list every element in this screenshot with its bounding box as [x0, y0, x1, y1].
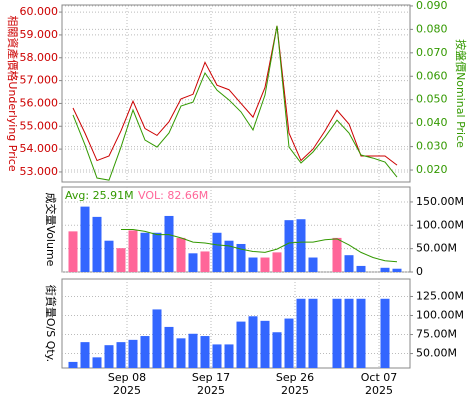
x-tick-label: Sep 08 — [108, 371, 146, 384]
y2-tick-label: 150.00M — [416, 195, 464, 208]
bar — [212, 344, 222, 368]
y2-tick-label: 0.030 — [416, 140, 448, 153]
bar — [212, 232, 222, 272]
bar — [356, 298, 366, 368]
y-tick-label: 57.000 — [20, 74, 59, 87]
bar — [236, 243, 246, 272]
annotation: Avg: 25.91M — [65, 189, 134, 202]
bar — [296, 219, 306, 272]
y-tick-label: 59.000 — [20, 28, 59, 41]
bar — [116, 342, 126, 368]
bar — [188, 333, 198, 368]
x-tick-year: 2025 — [281, 384, 309, 397]
bar — [344, 298, 354, 368]
bar — [176, 237, 186, 272]
y2-tick-label: 75.00M — [416, 328, 457, 341]
bar — [164, 326, 174, 368]
bar — [68, 231, 78, 272]
bar — [152, 309, 162, 368]
bar — [68, 361, 78, 368]
bar — [356, 265, 366, 272]
bar — [128, 230, 138, 272]
bar — [104, 240, 114, 272]
y2-tick-label: 0.040 — [416, 116, 448, 129]
bar — [80, 206, 90, 272]
bar — [104, 345, 114, 368]
bar — [260, 257, 270, 272]
bar — [188, 253, 198, 272]
price-line — [72, 25, 398, 181]
y2-axis-title: 按盤價Nominal Price — [454, 39, 468, 148]
panel-frame — [61, 278, 411, 369]
bar — [248, 316, 258, 368]
panel-frame — [61, 4, 411, 183]
x-tick-label: Sep 17 — [192, 371, 230, 384]
bar — [272, 332, 282, 368]
y2-tick-label: 0 — [416, 265, 423, 278]
bar — [296, 298, 306, 368]
y2-tick-label: 0.070 — [416, 46, 448, 59]
bar — [200, 336, 210, 368]
bar — [140, 336, 150, 368]
y-tick-label: 54.000 — [20, 142, 59, 155]
bar — [224, 240, 234, 272]
y-tick-label: 60.000 — [20, 5, 59, 18]
bar — [380, 298, 390, 368]
y-tick-label: 53.000 — [20, 165, 59, 178]
bar — [200, 251, 210, 272]
bar — [140, 232, 150, 272]
bar — [260, 320, 270, 368]
bar — [332, 237, 342, 272]
bar — [116, 248, 126, 272]
bar — [80, 342, 90, 368]
bar — [128, 339, 138, 368]
y-tick-label: 56.000 — [20, 96, 59, 109]
x-tick-year: 2025 — [113, 384, 141, 397]
x-tick-year: 2025 — [197, 384, 225, 397]
y2-tick-label: 100.00M — [416, 218, 464, 231]
y-axis-title: 成交量Volume — [44, 193, 58, 267]
annotation: VOL: 82.66M — [138, 189, 208, 202]
average-line — [121, 229, 398, 263]
bar — [380, 267, 390, 272]
bar — [284, 220, 294, 272]
y-axis-title: 街貨量O/S Qty. — [44, 285, 58, 362]
bar — [272, 252, 282, 272]
bar — [308, 257, 318, 272]
x-tick-year: 2025 — [365, 384, 393, 397]
bar — [236, 321, 246, 368]
y2-tick-label: 0.080 — [416, 22, 448, 35]
bar — [92, 216, 102, 272]
x-tick-label: Oct 07 — [361, 371, 398, 384]
y2-tick-label: 0.050 — [416, 93, 448, 106]
y2-tick-label: 100.00M — [416, 309, 464, 322]
bar — [332, 298, 342, 368]
bar — [344, 255, 354, 272]
bar — [152, 232, 162, 272]
y2-tick-label: 0.020 — [416, 163, 448, 176]
y2-tick-label: 0.060 — [416, 69, 448, 82]
bar — [392, 268, 402, 272]
y2-tick-label: 50.00M — [416, 347, 457, 360]
y-tick-label: 55.000 — [20, 119, 59, 132]
bar — [284, 318, 294, 368]
bar — [308, 298, 318, 368]
y2-tick-label: 125.00M — [416, 289, 464, 302]
bar — [176, 338, 186, 368]
price-line — [72, 25, 398, 166]
bar — [164, 215, 174, 272]
y2-tick-label: 0.090 — [416, 0, 448, 12]
y2-tick-label: 50.00M — [416, 242, 457, 255]
bar — [248, 257, 258, 272]
bar — [224, 344, 234, 368]
bar — [92, 357, 102, 368]
y-axis-title: 相關資產價格Underlying Price — [6, 15, 20, 171]
x-tick-label: Sep 26 — [276, 371, 314, 384]
y-tick-label: 58.000 — [20, 51, 59, 64]
